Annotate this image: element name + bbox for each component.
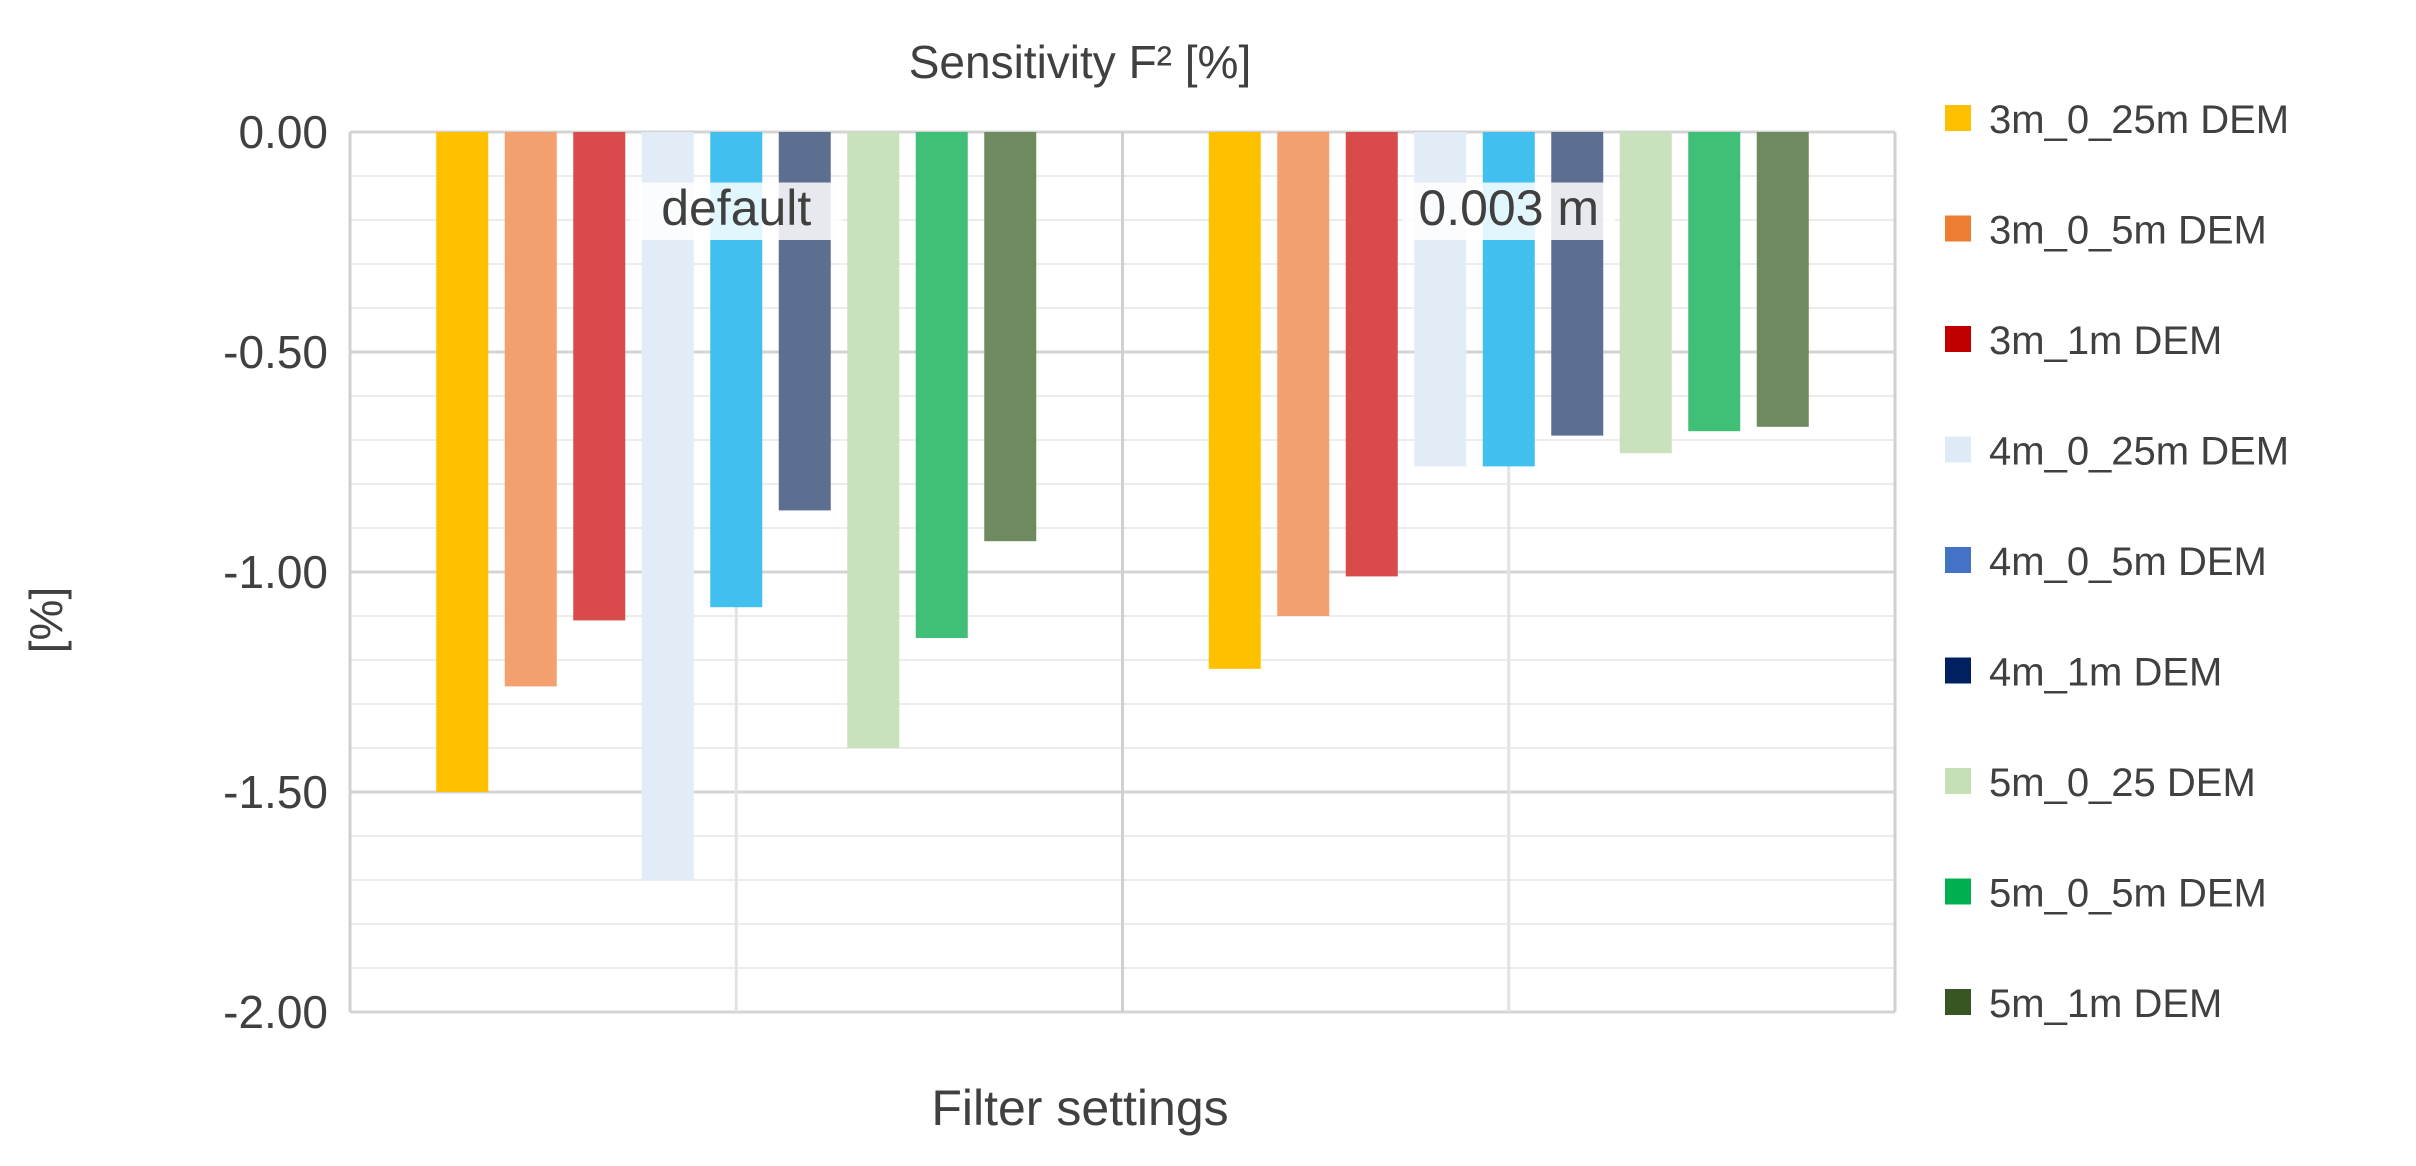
bar-3m-0-5m-dem-2 — [1277, 132, 1330, 616]
legend-swatch — [1945, 989, 1971, 1015]
legend-swatch — [1945, 215, 1971, 242]
legend-label: 5m_0_5m DEM — [1989, 872, 2267, 916]
legend-swatch — [1945, 105, 1971, 131]
bar-5m-0-25-dem-1 — [847, 132, 900, 748]
category-label: 0.003 m — [1418, 180, 1599, 236]
bar-3m-1m-dem-1 — [573, 132, 626, 621]
bar-4m-0-25m-dem-1 — [641, 132, 694, 880]
category-labels: default 0.003 m — [630, 180, 1615, 240]
x-axis-title: Filter settings — [931, 1080, 1228, 1136]
y-tick-label: -1.50 — [223, 766, 328, 818]
y-tick-label: -1.00 — [223, 546, 328, 598]
bar-5m-0-25-dem-2 — [1619, 132, 1672, 454]
category-label-background — [630, 182, 843, 240]
y-axis-title: [%] — [20, 587, 72, 653]
chart-title: Sensitivity F² [%] — [909, 36, 1252, 88]
legend-label: 5m_1m DEM — [1989, 982, 2222, 1026]
legend-swatch — [1945, 547, 1971, 573]
y-axis: 0.00 -0.50 -1.00 -1.50 -2.00 — [223, 106, 328, 1038]
bar-3m-1m-dem-2 — [1345, 132, 1398, 577]
legend-label: 3m_0_25m DEM — [1989, 98, 2289, 142]
legend: 3m_0_25m DEM 3m_0_5m DEM 3m_1m DEM 4m_0_25m… — [1945, 98, 2289, 1026]
bar-5m-1m-dem-2 — [1756, 132, 1809, 427]
legend-swatch — [1945, 768, 1971, 794]
legend-swatch — [1945, 326, 1971, 352]
y-tick-label: 0.00 — [238, 106, 328, 158]
bar-3m-0-25m-dem-1 — [436, 132, 489, 792]
bar-4m-1m-dem-2 — [1551, 132, 1604, 436]
legend-label: 5m_0_25 DEM — [1989, 761, 2256, 805]
legend-label: 3m_1m DEM — [1989, 319, 2222, 363]
bars — [436, 132, 1809, 880]
legend-swatch — [1945, 436, 1971, 463]
bar-5m-1m-dem-1 — [984, 132, 1037, 542]
legend-label: 4m_1m DEM — [1989, 651, 2222, 695]
legend-label: 3m_0_5m DEM — [1989, 209, 2267, 253]
legend-swatch — [1945, 657, 1971, 684]
legend-swatch — [1945, 878, 1971, 905]
legend-label: 4m_0_25m DEM — [1989, 430, 2289, 474]
legend-label: 4m_0_5m DEM — [1989, 540, 2267, 584]
y-tick-label: -0.50 — [223, 326, 328, 378]
bar-3m-0-5m-dem-1 — [504, 132, 557, 687]
bar-3m-0-25m-dem-2 — [1208, 132, 1261, 669]
category-label-background — [1402, 182, 1615, 240]
category-label: default — [661, 180, 811, 236]
y-tick-label: -2.00 — [223, 986, 328, 1038]
bar-5m-0-5m-dem-1 — [915, 132, 968, 638]
bar-5m-0-5m-dem-2 — [1688, 132, 1741, 432]
